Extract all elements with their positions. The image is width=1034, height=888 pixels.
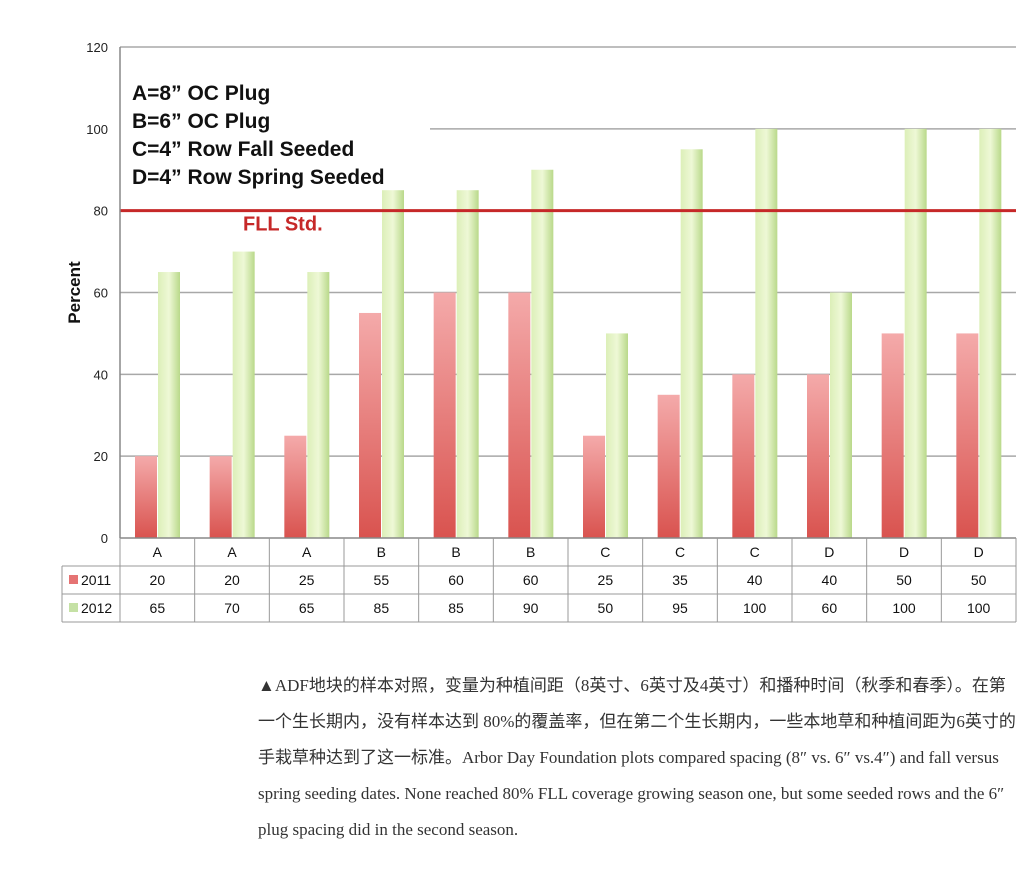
y-tick-label: 0 [101, 531, 108, 546]
bar-2011 [881, 333, 904, 538]
data-label-2011: 25 [299, 572, 315, 588]
data-label-2011: 55 [374, 572, 390, 588]
bar-2012 [606, 333, 628, 538]
legend-label-2011: 2011 [81, 572, 111, 588]
x-tick-label: D [824, 544, 834, 560]
bar-2012 [531, 169, 554, 538]
bar-2012 [307, 272, 330, 538]
data-label-2012: 60 [822, 600, 838, 616]
bar-2011 [657, 394, 680, 538]
data-label-2011: 50 [896, 572, 912, 588]
legend-swatch-2012 [69, 603, 78, 612]
data-label-2012: 70 [224, 600, 240, 616]
bar-2011 [583, 435, 605, 538]
data-label-2012: 85 [448, 600, 464, 616]
data-label-2012: 85 [374, 600, 390, 616]
bar-2012 [680, 149, 703, 538]
bar-2011 [732, 374, 755, 538]
data-label-2012: 95 [672, 600, 688, 616]
key-note: D=4” Row Spring Seeded [132, 166, 385, 189]
bar-2012 [979, 128, 1002, 539]
data-label-2011: 20 [150, 572, 166, 588]
bar-2011 [284, 435, 307, 538]
data-label-2012: 100 [967, 600, 991, 616]
data-label-2012: 50 [598, 600, 614, 616]
data-label-2012: 65 [299, 600, 315, 616]
data-label-2012: 90 [523, 600, 539, 616]
data-label-2011: 40 [747, 572, 763, 588]
x-tick-label: B [377, 544, 386, 560]
x-tick-label: A [227, 544, 237, 560]
bar-2011 [209, 456, 232, 538]
bar-2012 [456, 190, 479, 539]
x-tick-label: D [974, 544, 984, 560]
bar-2011 [807, 374, 829, 538]
x-tick-label: C [600, 544, 610, 560]
bar-2011 [956, 333, 979, 538]
fll-standard-label: FLL Std. [243, 214, 323, 236]
key-note: C=4” Row Fall Seeded [132, 138, 354, 161]
bar-2012 [382, 190, 404, 539]
key-note: A=8” OC Plug [132, 82, 270, 105]
y-axis-title: Percent [65, 261, 84, 324]
data-label-2011: 35 [672, 572, 688, 588]
data-label-2011: 50 [971, 572, 987, 588]
data-label-2011: 60 [523, 572, 539, 588]
x-tick-label: C [750, 544, 760, 560]
bar-2011 [135, 456, 157, 538]
legend-swatch-2011 [69, 575, 78, 584]
data-label-2012: 100 [743, 600, 767, 616]
x-tick-label: A [302, 544, 312, 560]
y-tick-label: 80 [94, 204, 108, 219]
figure-caption: ▲ADF地块的样本对照，变量为种植间距（8英寸、6英寸及4英寸）和播种时间（秋季… [258, 668, 1020, 848]
key-note: B=6” OC Plug [132, 110, 270, 133]
data-label-2011: 20 [224, 572, 240, 588]
bar-2012 [904, 128, 927, 539]
y-tick-label: 120 [86, 40, 108, 55]
bar-2011 [433, 292, 456, 538]
y-tick-label: 40 [94, 367, 108, 382]
caption-text: ▲ADF地块的样本对照，变量为种植间距（8英寸、6英寸及4英寸）和播种时间（秋季… [258, 676, 1016, 839]
bar-2012 [232, 251, 255, 539]
y-tick-label: 60 [94, 286, 108, 301]
data-label-2011: 40 [822, 572, 838, 588]
x-tick-label: B [451, 544, 460, 560]
x-tick-label: B [526, 544, 535, 560]
data-label-2012: 65 [150, 600, 166, 616]
bar-2012 [158, 272, 180, 538]
bar-2012 [755, 128, 778, 539]
y-tick-label: 20 [94, 449, 108, 464]
x-tick-label: C [675, 544, 685, 560]
legend-label-2012: 2012 [81, 600, 112, 616]
data-label-2011: 60 [448, 572, 464, 588]
bar-2011 [508, 292, 531, 538]
bar-2012 [830, 292, 852, 538]
bar-2011 [359, 312, 381, 538]
x-tick-label: A [153, 544, 163, 560]
y-tick-label: 100 [86, 122, 108, 137]
data-label-2012: 100 [892, 600, 916, 616]
bar-chart: FLL Std. 0 20 40 60 80 100 120 Percent A=8” OC … [61, 40, 1017, 623]
data-label-2011: 25 [598, 572, 614, 588]
x-tick-label: D [899, 544, 909, 560]
